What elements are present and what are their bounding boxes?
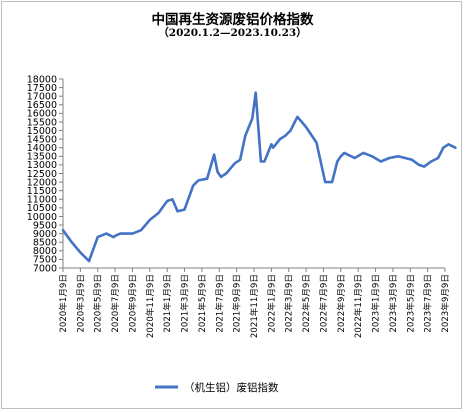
y-tick-label: 9500: [33, 220, 57, 231]
y-tick-label: 18000: [27, 74, 57, 85]
x-axis: 2020年1月9日 2020年3月9日 2020年5月9日 2020年7月9日 2020…: [57, 267, 451, 338]
y-tick-label: 17000: [27, 91, 57, 102]
x-tick-label: 2022年7月9日: [317, 274, 329, 333]
x-tick-label: 2022年5月9日: [300, 274, 312, 333]
x-tick-label: 2022年11月9日: [352, 274, 364, 338]
y-axis: 7000750080008500900095001000010500110001…: [27, 74, 64, 274]
x-tick-label: 2022年1月9日: [265, 274, 277, 333]
y-tick-label: 8000: [33, 246, 57, 257]
legend-label: （机生铝）废铝指数: [184, 381, 279, 394]
y-tick-label: 10000: [27, 212, 57, 223]
series-line: [61, 91, 457, 263]
y-tick-label: 8500: [33, 238, 57, 249]
y-tick-label: 17500: [27, 83, 57, 94]
y-tick-label: 13000: [27, 160, 57, 171]
x-tick-label: 2023年1月9日: [370, 274, 382, 333]
x-tick-label: 2021年7月9日: [213, 274, 225, 333]
y-tick-label: 11500: [27, 186, 57, 197]
x-tick-label: 2023年3月9日: [387, 274, 399, 333]
y-tick-label: 16500: [27, 100, 57, 111]
x-tick-label: 2020年7月9日: [109, 274, 121, 333]
x-tick-label: 2023年7月9日: [422, 274, 434, 333]
x-tick-label: 2021年9月9日: [231, 274, 243, 333]
x-tick-label: 2022年3月9日: [283, 274, 295, 333]
y-tick-label: 16000: [27, 109, 57, 120]
x-tick-label: 2021年5月9日: [196, 274, 208, 333]
y-tick-label: 12000: [27, 177, 57, 188]
plot-area: [61, 91, 457, 263]
chart-subtitle: （2020.1.2—2023.10.23）: [158, 27, 307, 39]
y-tick-label: 14500: [27, 134, 57, 145]
y-tick-label: 14000: [27, 143, 57, 154]
x-tick-label: 2021年1月9日: [161, 274, 173, 333]
y-tick-label: 11000: [27, 195, 57, 206]
x-tick-label: 2020年9月9日: [126, 274, 138, 333]
x-tick-label: 2020年5月9日: [92, 274, 104, 333]
y-tick-label: 15500: [27, 117, 57, 128]
y-tick-label: 7500: [33, 255, 57, 266]
y-tick-label: 7000: [33, 263, 57, 274]
x-tick-label: 2022年9月9日: [335, 274, 347, 333]
x-tick-label: 2021年11月9日: [248, 274, 260, 338]
x-tick-label: 2021年3月9日: [179, 274, 191, 333]
y-tick-label: 12500: [27, 169, 57, 180]
x-tick-label: 2023年5月9日: [404, 274, 416, 333]
x-tick-label: 2023年9月9日: [439, 274, 451, 333]
y-tick-label: 9000: [33, 229, 57, 240]
x-tick-label: 2020年3月9日: [74, 274, 86, 333]
y-tick-label: 13500: [27, 152, 57, 163]
y-tick-label: 10500: [27, 203, 57, 214]
legend: （机生铝）废铝指数: [155, 381, 279, 394]
chart-title: 中国再生资源废铝价格指数: [151, 12, 314, 28]
x-tick-label: 2020年1月9日: [57, 274, 69, 333]
y-tick-label: 15000: [27, 126, 57, 137]
x-tick-label: 2020年11月9日: [144, 274, 156, 338]
